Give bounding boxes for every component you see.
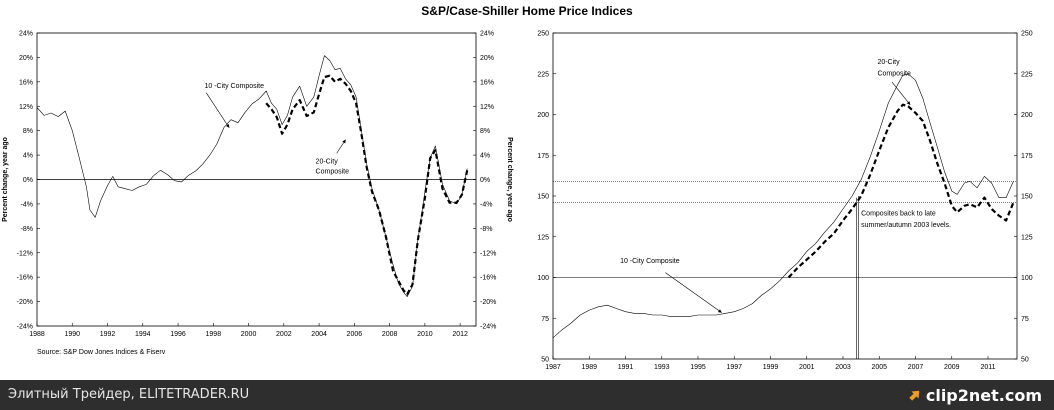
y-tick-label-left: 20% bbox=[19, 55, 33, 62]
y-tick-label-right: 250 bbox=[1021, 31, 1033, 38]
x-tick-label: 2003 bbox=[835, 364, 851, 371]
x-tick-label: 1999 bbox=[763, 364, 779, 371]
x-tick-label: 1995 bbox=[690, 364, 706, 371]
y-tick-label-right: -12% bbox=[480, 250, 496, 257]
x-tick-label: 1988 bbox=[29, 331, 45, 338]
y-tick-label-left: 4% bbox=[23, 153, 33, 160]
x-tick-label: 2001 bbox=[799, 364, 815, 371]
footer-watermark-text: Элитный Трейдер, ELITETRADER.RU bbox=[8, 387, 250, 402]
annotation-label: Composite bbox=[877, 70, 911, 77]
charts-canvas: 24% 24% 20% 20% 16% 16% 12% 12% 8% 8% 4% 4% 0% 0% -4% -… bbox=[2, 31, 1033, 372]
y-tick-label-right: -20% bbox=[480, 299, 496, 306]
y-tick-label-left: -12% bbox=[17, 250, 33, 257]
x-tick-label: 1997 bbox=[726, 364, 742, 371]
y-tick-label-right: 16% bbox=[480, 79, 494, 86]
clip2net-text: clip2net.com bbox=[925, 385, 1042, 405]
y-tick-label-left: 75 bbox=[541, 316, 549, 323]
x-tick-label: 1989 bbox=[581, 364, 597, 371]
y-tick-label-right: -4% bbox=[480, 201, 492, 208]
clip2net-logo-icon bbox=[909, 390, 920, 401]
annotation-label: summer/autumn 2003 levels. bbox=[861, 222, 951, 229]
y-tick-label-right: 24% bbox=[480, 31, 494, 38]
x-tick-label: 1993 bbox=[654, 364, 670, 371]
x-tick-label: 2011 bbox=[980, 364, 995, 371]
y-tick-label-right: -24% bbox=[480, 324, 496, 331]
annotation-arrow bbox=[665, 272, 722, 313]
x-tick-label: 2006 bbox=[347, 331, 363, 338]
y-tick-label-left: 100 bbox=[537, 275, 549, 282]
annotation-label: 20-City bbox=[877, 59, 900, 66]
annotation-label: Composites back to late bbox=[861, 211, 936, 218]
y-tick-label-left: -8% bbox=[21, 226, 33, 233]
series-line-10-city bbox=[552, 73, 1014, 339]
chart-main-title: S&P/Case-Shiller Home Price Indices bbox=[421, 4, 633, 18]
y-tick-label-right: 150 bbox=[1021, 194, 1033, 201]
y-tick-label-right: 75 bbox=[1021, 316, 1029, 323]
y-tick-label-left: 12% bbox=[19, 104, 33, 111]
y-tick-label-right: 8% bbox=[480, 128, 490, 135]
footer-bar: Элитный Трейдер, ELITETRADER.RU clip2net… bbox=[0, 380, 1054, 410]
y-tick-label-left: 200 bbox=[537, 112, 549, 119]
y-axis-label-right: Percent change, year ago bbox=[506, 137, 513, 222]
annotation-label: 20-City bbox=[316, 159, 339, 166]
x-tick-label: 2008 bbox=[382, 331, 398, 338]
footer-clip2net[interactable]: clip2net.com bbox=[908, 384, 1042, 406]
annotation-arrow bbox=[891, 81, 911, 106]
y-tick-label-right: 175 bbox=[1021, 153, 1033, 160]
y-tick-label-right: 20% bbox=[480, 55, 494, 62]
x-tick-label: 2012 bbox=[452, 331, 468, 338]
x-tick-label: 1987 bbox=[545, 364, 561, 371]
y-tick-label-left: -16% bbox=[17, 275, 33, 282]
y-tick-label-right: 125 bbox=[1021, 234, 1033, 241]
y-tick-label-left: 175 bbox=[537, 153, 549, 160]
y-tick-label-right: 4% bbox=[480, 153, 490, 160]
annotation-label: 10 -City Composite bbox=[204, 83, 264, 90]
y-tick-label-left: 125 bbox=[537, 234, 549, 241]
x-tick-label: 2004 bbox=[311, 331, 327, 338]
y-tick-label-left: 0% bbox=[23, 177, 33, 184]
annotation-arrow bbox=[206, 92, 230, 128]
y-tick-label-right: 12% bbox=[480, 104, 494, 111]
y-tick-label-left: 16% bbox=[19, 79, 33, 86]
x-tick-label: 1990 bbox=[64, 331, 80, 338]
y-tick-label-left: 8% bbox=[23, 128, 33, 135]
series-line-10-city bbox=[36, 55, 468, 298]
x-tick-label: 2002 bbox=[276, 331, 292, 338]
y-tick-label-left: 250 bbox=[537, 31, 549, 38]
annotation-label: 10 -City Composite bbox=[620, 258, 680, 265]
y-tick-label-right: -8% bbox=[480, 226, 492, 233]
x-tick-label: 1994 bbox=[135, 331, 151, 338]
y-tick-label-right: 200 bbox=[1021, 112, 1033, 119]
left-chart: 24% 24% 20% 20% 16% 16% 12% 12% 8% 8% 4% 4% 0% 0% -4% -… bbox=[2, 31, 513, 357]
source-note: Source: S&P Dow Jones Indices & Fiserv bbox=[37, 349, 166, 356]
y-tick-label-right: -16% bbox=[480, 275, 496, 282]
x-tick-label: 2005 bbox=[871, 364, 887, 371]
y-tick-label-left: 24% bbox=[19, 31, 33, 38]
y-tick-label-left: 225 bbox=[537, 71, 549, 78]
x-tick-label: 2010 bbox=[417, 331, 433, 338]
x-tick-label: 1992 bbox=[100, 331, 116, 338]
y-tick-label-right: 225 bbox=[1021, 71, 1033, 78]
y-axis-label-left: Percent change, year ago bbox=[2, 137, 9, 222]
y-tick-label-right: 0% bbox=[480, 177, 490, 184]
y-tick-label-left: -24% bbox=[17, 324, 33, 331]
y-tick-label-right: 100 bbox=[1021, 275, 1033, 282]
x-tick-label: 2007 bbox=[908, 364, 924, 371]
annotation-label: Composite bbox=[316, 168, 350, 175]
annotation-arrow bbox=[336, 139, 346, 154]
y-tick-label-left: -20% bbox=[17, 299, 33, 306]
x-tick-label: 1998 bbox=[206, 331, 222, 338]
x-tick-label: 1996 bbox=[170, 331, 186, 338]
x-tick-label: 2000 bbox=[241, 331, 257, 338]
series-line-20-city bbox=[787, 103, 1015, 279]
series-line-20-city bbox=[265, 74, 469, 296]
y-tick-label-left: 150 bbox=[537, 194, 549, 201]
y-tick-label-right: 50 bbox=[1021, 357, 1029, 364]
x-tick-label: 2009 bbox=[944, 364, 960, 371]
y-tick-label-left: 50 bbox=[541, 357, 549, 364]
y-tick-label-left: -4% bbox=[21, 201, 33, 208]
plot-frame bbox=[552, 32, 1018, 360]
x-tick-label: 1991 bbox=[618, 364, 634, 371]
